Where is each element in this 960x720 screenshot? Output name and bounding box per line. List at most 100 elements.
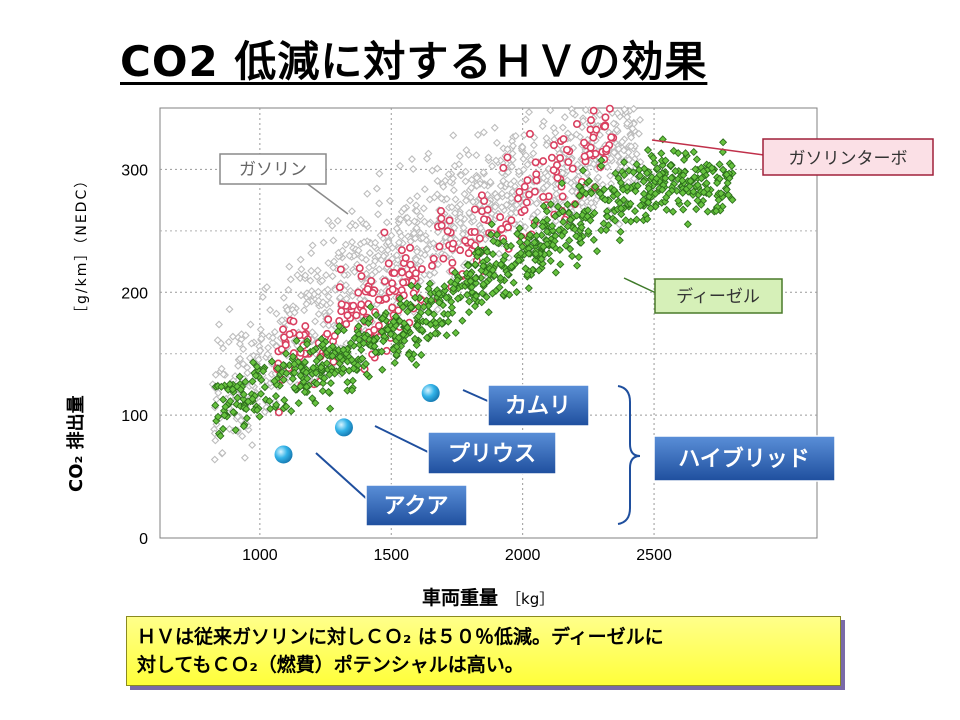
gasoline-point (396, 161, 405, 170)
diesel-point (471, 260, 480, 269)
diesel-point (571, 200, 580, 209)
diesel-point (249, 358, 258, 367)
y-tick-label: 100 (121, 408, 148, 425)
gasoline-point (525, 108, 534, 117)
turbo-point (483, 205, 492, 214)
gasoline-point (219, 344, 228, 353)
gasoline-point (538, 122, 547, 131)
diesel-point (472, 291, 481, 300)
diesel-point (501, 251, 510, 260)
diesel-point (578, 186, 587, 195)
diesel-point (597, 156, 606, 165)
gasoline-point (572, 130, 581, 139)
gasoline-point (307, 249, 316, 258)
gasoline-point (356, 215, 365, 224)
turbo-point (456, 246, 465, 255)
diesel-point (303, 374, 312, 383)
diesel-point (699, 167, 708, 176)
diesel-point (674, 149, 683, 158)
diesel-point (287, 407, 296, 416)
diesel-point (253, 362, 262, 371)
diesel-point (496, 260, 505, 269)
gasoline-point (433, 228, 442, 237)
turbo-point (547, 153, 556, 162)
diesel-point (574, 253, 583, 262)
diesel-point (219, 395, 228, 404)
diesel-point (308, 394, 317, 403)
diesel-point (290, 368, 299, 377)
gasoline-point (305, 290, 314, 299)
diesel-point (403, 307, 412, 316)
gasoline-point (450, 161, 459, 170)
diesel-point (642, 169, 652, 178)
gasoline-point (385, 196, 394, 205)
diesel-point (728, 195, 737, 204)
gasoline-point (345, 251, 354, 260)
diesel-point (229, 407, 238, 417)
turbo-point (553, 173, 562, 182)
gasoline-point (627, 133, 636, 142)
diesel-point (324, 387, 333, 396)
diesel-point (503, 270, 512, 279)
y-tick-label: 0 (139, 531, 148, 548)
diesel-point (661, 156, 670, 165)
gasoline-point (519, 165, 528, 174)
summary-line-1: ＨＶは従来ガソリンに対しＣＯ₂ は５０％低減。ディーゼルに (137, 626, 664, 648)
gasoline-callout-line (304, 181, 349, 215)
turbo-point (280, 333, 289, 342)
diesel-point (613, 190, 622, 199)
gasoline-point (570, 181, 579, 190)
diesel-point (396, 294, 405, 303)
gasoline-point (503, 145, 512, 154)
gasoline-point (620, 105, 629, 114)
diesel-point (478, 289, 487, 298)
diesel-point (651, 202, 660, 211)
gasoline-point (363, 189, 372, 198)
turbo-point (279, 325, 288, 334)
diesel-point (467, 283, 476, 292)
gasoline-point (462, 196, 471, 205)
gasoline-point (371, 238, 380, 247)
diesel-point (379, 337, 388, 346)
diesel-point (531, 249, 540, 258)
gasoline-point (504, 168, 513, 177)
diesel-point (255, 412, 264, 421)
gasoline-point (577, 198, 586, 207)
diesel-callout-label: ディーゼル (676, 286, 760, 307)
turbo-point (329, 357, 338, 366)
diesel-point (488, 250, 497, 259)
x-tick-labels: 1000 1500 2000 2500 (242, 547, 672, 564)
diesel-point (414, 302, 423, 311)
diesel-point (591, 182, 600, 191)
gasoline-point (433, 164, 442, 173)
diesel-point (722, 185, 731, 194)
turbo-point (406, 243, 415, 252)
diesel-point (697, 174, 706, 183)
gasoline-point (624, 148, 633, 157)
diesel-point (553, 202, 563, 211)
gasoline-point (542, 181, 551, 190)
gasoline-point (465, 208, 474, 217)
turbo-point (355, 264, 364, 273)
gasoline-point (375, 169, 384, 178)
diesel-callout-box (654, 278, 783, 314)
gasoline-point (351, 221, 360, 230)
diesel-point (546, 256, 555, 265)
x-tick-label: 1500 (373, 547, 409, 564)
gasoline-point (623, 119, 632, 128)
turbo-point (496, 213, 505, 222)
turbo-point (461, 236, 470, 245)
turbo-point (525, 129, 534, 138)
gasoline-point (400, 204, 409, 213)
gasoline-point (456, 200, 465, 209)
diesel-point (669, 146, 678, 155)
diesel-point (435, 298, 444, 307)
diesel-point (211, 401, 220, 410)
diesel-point (542, 240, 551, 249)
gasoline-point (348, 238, 357, 247)
turbo-point (520, 182, 529, 191)
gasoline-point (311, 317, 320, 326)
gasoline-point (486, 177, 495, 186)
diesel-point (464, 261, 473, 270)
gasoline-point (629, 104, 638, 113)
